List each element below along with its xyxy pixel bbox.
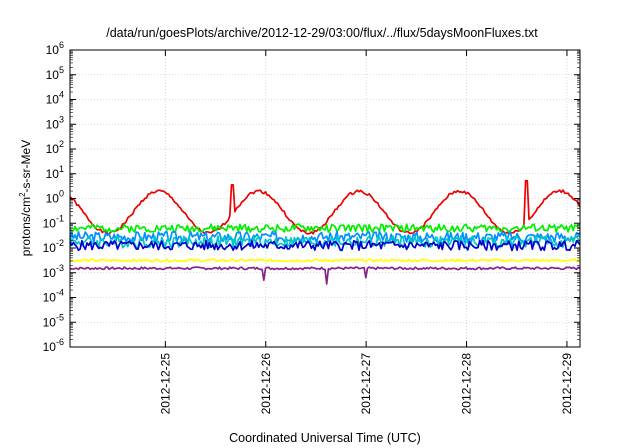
y-tick-label: 102 [46, 139, 64, 156]
y-tick-label: 101 [46, 164, 64, 181]
x-tick-label: 2012-12-27 [359, 353, 373, 415]
y-tick-label: 10-1 [43, 213, 64, 230]
y-tick-label: 106 [46, 40, 64, 57]
y-axis-label-superscript: 2 [18, 192, 27, 197]
x-tick-label: 2012-12-28 [460, 353, 474, 415]
y-tick-labels: 10-6 10-5 10-4 10-3 10-2 10-1 100 101 102 103 104 1… [43, 40, 64, 354]
y-tick-label: 104 [46, 90, 64, 107]
y-tick-label: 10-3 [43, 263, 64, 280]
y-tick-label: 10-2 [43, 238, 64, 255]
series-line [69, 235, 581, 249]
series-line [69, 223, 581, 233]
y-axis-label-tail: -s-sr-MeV [19, 140, 33, 193]
y-tick-label: 100 [46, 189, 64, 206]
series-line [69, 179, 581, 236]
axis-ticks [70, 49, 580, 348]
series-line [69, 258, 581, 263]
series-line [69, 239, 581, 252]
x-axis-label: Coordinated Universal Time (UTC) [229, 431, 421, 445]
chart-title: /data/run/goesPlots/archive/2012-12-29/0… [106, 26, 538, 40]
y-axis-label: protons/cm2-s-sr-MeV [18, 140, 33, 256]
y-tick-label: 10-6 [43, 337, 64, 354]
y-tick-label: 10-4 [43, 288, 64, 305]
y-tick-label: 103 [46, 114, 64, 131]
y-tick-label: 105 [46, 65, 64, 82]
x-tick-label: 2012-12-25 [158, 353, 172, 415]
x-tick-labels: 2012-12-25 2012-12-26 2012-12-27 2012-12-28… [158, 353, 574, 415]
series-line [69, 266, 581, 285]
x-tick-label: 2012-12-29 [560, 353, 574, 415]
y-tick-label: 10-5 [43, 312, 64, 329]
y-axis-label-main: protons/cm [19, 197, 33, 256]
x-tick-label: 2012-12-26 [259, 353, 273, 415]
series-lines [69, 179, 581, 285]
